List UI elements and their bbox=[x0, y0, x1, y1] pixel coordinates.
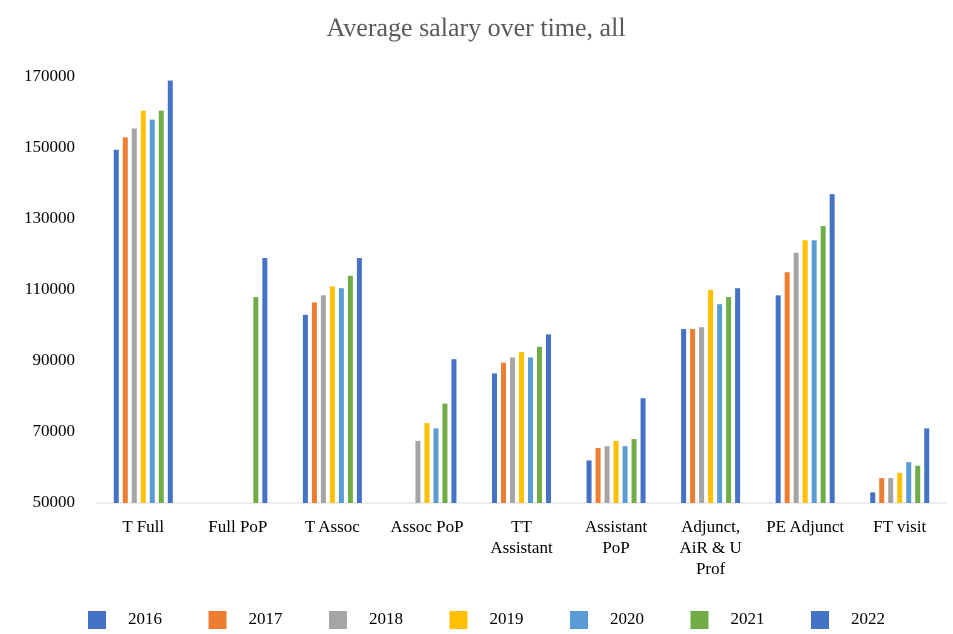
y-tick-label: 70000 bbox=[33, 421, 76, 440]
x-tick-label: FT visit bbox=[873, 517, 927, 536]
y-tick-label: 50000 bbox=[33, 492, 76, 511]
bar bbox=[906, 462, 912, 503]
bar bbox=[528, 357, 533, 503]
bar bbox=[915, 465, 921, 503]
legend-label: 2020 bbox=[610, 609, 644, 628]
bar bbox=[510, 357, 515, 503]
bar bbox=[167, 80, 173, 504]
legend-swatch bbox=[449, 611, 468, 629]
bar bbox=[586, 460, 592, 503]
legend-label: 2016 bbox=[128, 609, 162, 628]
bar bbox=[811, 240, 817, 504]
x-tick-label: Adjunct, AiR & U Prof bbox=[679, 517, 742, 578]
legend-label: 2018 bbox=[369, 609, 403, 628]
bar bbox=[708, 290, 714, 503]
bar bbox=[492, 373, 497, 503]
bar bbox=[622, 446, 628, 503]
bar bbox=[140, 110, 146, 503]
bar bbox=[897, 472, 903, 503]
y-tick-label: 110000 bbox=[25, 279, 75, 298]
bar bbox=[158, 110, 164, 503]
bar bbox=[793, 252, 799, 503]
x-tick-label: Full PoP bbox=[208, 517, 268, 536]
bar bbox=[735, 288, 741, 503]
bar bbox=[415, 440, 421, 503]
bar bbox=[262, 258, 268, 503]
bar bbox=[690, 329, 696, 503]
y-tick-label: 90000 bbox=[33, 350, 76, 369]
bar bbox=[604, 446, 610, 503]
bar bbox=[149, 119, 155, 503]
bar bbox=[879, 478, 885, 503]
x-tick-label: Assoc PoP bbox=[390, 517, 464, 536]
x-tick-label: T Assoc bbox=[304, 517, 360, 536]
bar bbox=[726, 297, 732, 503]
x-tick-label: PE Adjunct bbox=[766, 517, 845, 536]
y-tick-label: 130000 bbox=[24, 208, 75, 227]
bar bbox=[302, 314, 308, 503]
x-tick-label: Assistant PoP bbox=[584, 517, 648, 557]
bar bbox=[802, 240, 808, 504]
bar bbox=[320, 295, 326, 503]
bar bbox=[451, 359, 457, 503]
bar bbox=[519, 352, 524, 503]
bar bbox=[924, 428, 930, 503]
legend-swatch bbox=[208, 611, 227, 629]
y-tick-label: 170000 bbox=[24, 66, 75, 85]
bar bbox=[424, 423, 430, 503]
legend-swatch bbox=[329, 611, 347, 629]
bar bbox=[442, 403, 448, 503]
bar bbox=[253, 297, 259, 503]
x-tick-label: TT Assistant bbox=[490, 517, 553, 557]
bar bbox=[888, 478, 894, 503]
legend-swatch bbox=[690, 611, 709, 629]
bar bbox=[613, 440, 619, 503]
bar bbox=[113, 149, 119, 503]
legend-label: 2022 bbox=[851, 609, 885, 628]
bar bbox=[784, 272, 790, 503]
bar bbox=[311, 302, 317, 503]
bar bbox=[338, 288, 344, 503]
legend-label: 2019 bbox=[490, 609, 524, 628]
x-tick-label: T Full bbox=[122, 517, 165, 536]
legend-swatch bbox=[811, 611, 829, 629]
bar bbox=[329, 286, 335, 503]
bar bbox=[631, 439, 637, 503]
bar bbox=[829, 194, 835, 503]
bar bbox=[501, 362, 506, 503]
bar bbox=[131, 128, 137, 503]
bar bbox=[433, 428, 439, 503]
bar bbox=[595, 447, 601, 503]
legend-label: 2017 bbox=[249, 609, 284, 628]
bar bbox=[537, 346, 542, 503]
bar bbox=[347, 275, 353, 503]
bar bbox=[356, 258, 362, 503]
bar bbox=[717, 304, 723, 503]
bar bbox=[681, 329, 687, 503]
bar bbox=[820, 226, 826, 503]
bar bbox=[699, 327, 705, 503]
legend-swatch bbox=[570, 611, 588, 629]
bar bbox=[546, 334, 551, 503]
bar bbox=[870, 492, 876, 503]
bar bbox=[640, 398, 646, 503]
legend-label: 2021 bbox=[731, 609, 765, 628]
y-tick-label: 150000 bbox=[24, 137, 75, 156]
legend-swatch bbox=[88, 611, 106, 629]
bar bbox=[775, 295, 781, 503]
bar bbox=[122, 137, 128, 503]
chart-title: Average salary over time, all bbox=[326, 13, 625, 42]
